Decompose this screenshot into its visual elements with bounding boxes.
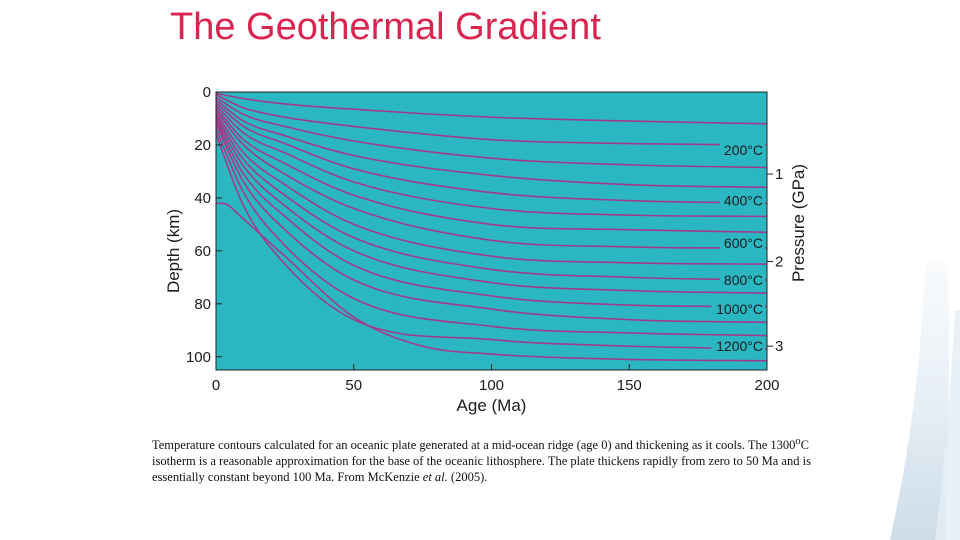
isotherm-label-5: 1000°C [716,301,763,317]
isotherm-line-7 [215,107,768,234]
x-tick-label: 150 [617,377,642,394]
caption-et-al: et al. [422,470,448,485]
caption-degree-sup: o [795,436,801,447]
isotherm-label-bg [720,270,765,288]
isotherm-line-12 [215,120,768,308]
isotherm-label-2: 400°C [724,193,763,209]
pressure-tick-label: 3 [775,338,783,355]
y-tick-label: 80 [194,296,211,313]
isotherm-label-bg [711,300,765,318]
isotherm-line-9 [215,112,768,265]
isotherm-label-6: 1200°C [716,338,763,354]
pressure-tick-label: 2 [775,253,783,270]
y-tick-label: 40 [194,190,211,207]
isotherm-line-11 [215,118,768,294]
y-axis-label: Depth (km) [164,209,183,293]
x-tick-label: 100 [479,377,504,394]
isotherm-label-bg [720,191,765,209]
x-tick-label: 200 [754,377,779,394]
isotherm-line-10 [215,115,768,281]
caption-text-3: (2005). [447,470,488,485]
caption-text-2: C isotherm is a reasonable approximation… [152,438,811,485]
y-tick-label: 100 [186,349,211,366]
isotherm-line-2 [215,93,768,146]
y-tick-label: 60 [194,243,211,260]
isotherm-line-15 [215,134,768,350]
isotherm-line-13 [215,123,768,324]
figure-caption: Temperature contours calculated for an o… [152,434,832,485]
isotherm-label-bg [711,337,765,355]
isotherm-line-1 [215,92,768,125]
isotherm-line-8 [215,110,768,249]
isotherm-line-6 [215,104,768,218]
x-axis-label: Age (Ma) [457,396,527,415]
isotherm-lines [215,92,768,362]
x-tick-label: 50 [345,377,362,394]
axes: 0 50 100 150 200 0 20 40 60 80 100 1 2 3 [186,84,783,394]
y-tick-label: 0 [203,84,211,101]
isotherm-line-14 [215,128,768,337]
isotherm-label-bg [720,233,765,251]
pressure-tick-label: 1 [775,166,783,183]
x-tick-label: 0 [212,377,220,394]
isotherm-label-4: 800°C [724,272,763,288]
isotherm-line-16 [215,202,768,362]
isotherm-line-5 [215,101,768,204]
geotherm-chart: 200°C 400°C 600°C 800°C 1000°C 1200°C 0 50 100 1… [164,84,808,415]
isotherm-label-1: 200°C [724,142,763,158]
isotherm-line-4 [215,99,768,189]
slide-title: The Geothermal Gradient [170,6,601,48]
isotherm-labels: 200°C 400°C 600°C 800°C 1000°C 1200°C [711,141,765,355]
caption-text-1: Temperature contours calculated for an o… [152,438,796,453]
y-tick-label: 20 [194,137,211,154]
isotherm-line-3 [215,96,768,169]
isotherm-label-3: 600°C [724,235,763,251]
isotherm-label-bg [720,141,765,159]
pressure-axis-label: Pressure (GPa) [789,164,808,282]
